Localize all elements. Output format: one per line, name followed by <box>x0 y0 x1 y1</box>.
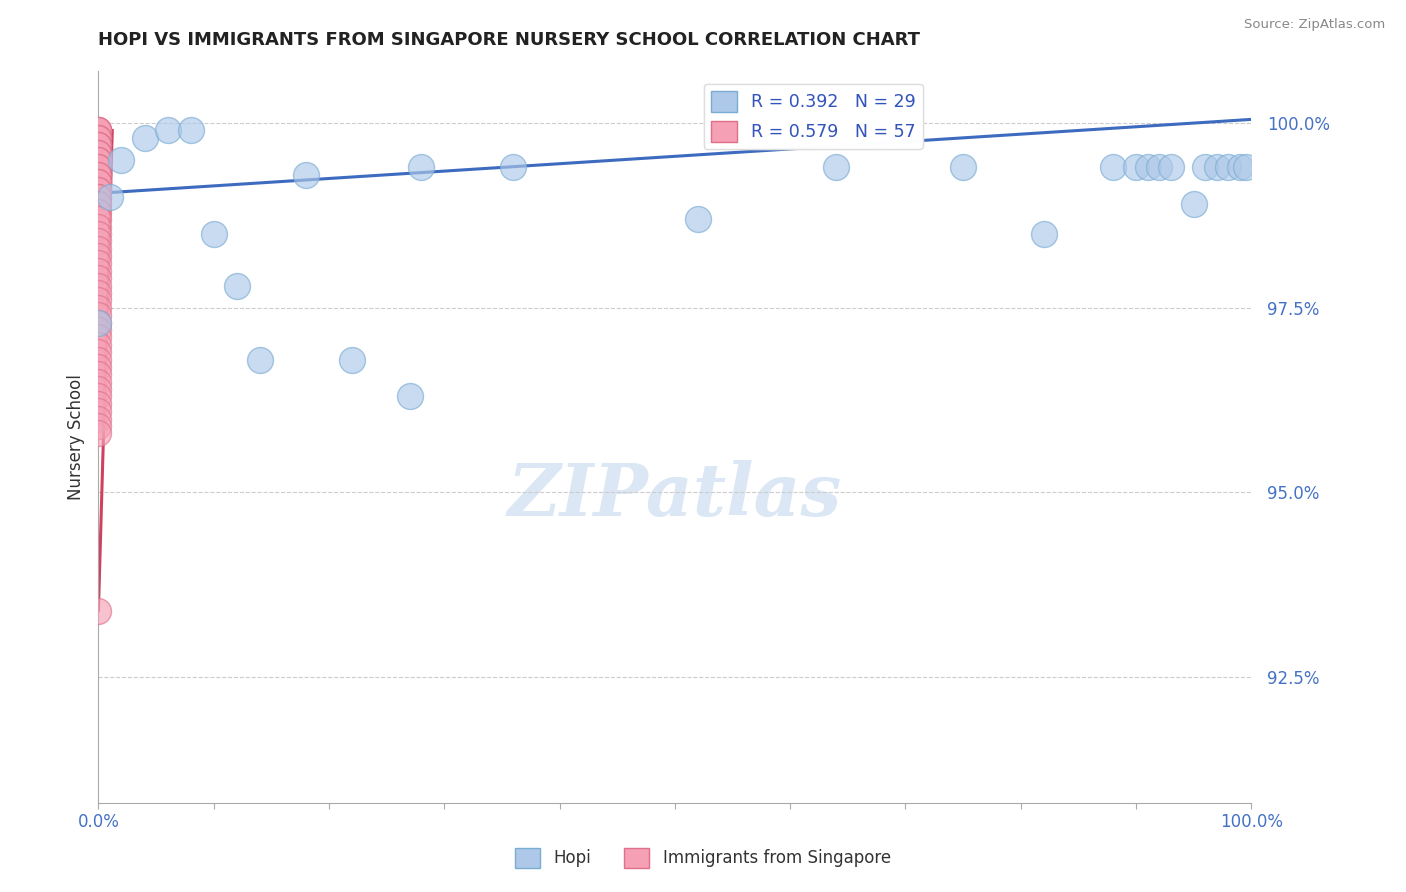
Point <box>87 197 110 211</box>
Point <box>1229 161 1251 175</box>
Point <box>87 168 110 182</box>
Point <box>87 145 110 160</box>
Text: Source: ZipAtlas.com: Source: ZipAtlas.com <box>1244 18 1385 31</box>
Point <box>87 389 110 403</box>
Point <box>134 131 156 145</box>
Point <box>87 190 110 204</box>
Point <box>87 168 110 182</box>
Point <box>686 212 709 227</box>
Point <box>87 285 110 300</box>
Point <box>1218 161 1240 175</box>
Point <box>87 212 110 227</box>
Point <box>87 293 110 308</box>
Legend: Hopi, Immigrants from Singapore: Hopi, Immigrants from Singapore <box>509 841 897 875</box>
Point <box>87 337 110 351</box>
Point <box>180 123 202 137</box>
Point <box>87 145 110 160</box>
Point <box>1182 197 1205 211</box>
Point <box>952 161 974 175</box>
Point <box>87 278 110 293</box>
Point <box>87 301 110 315</box>
Point <box>1234 161 1257 175</box>
Legend: R = 0.392   N = 29, R = 0.579   N = 57: R = 0.392 N = 29, R = 0.579 N = 57 <box>704 84 922 149</box>
Point <box>87 131 110 145</box>
Point <box>87 235 110 249</box>
Point <box>87 123 110 137</box>
Text: ZIPatlas: ZIPatlas <box>508 460 842 531</box>
Point <box>87 138 110 153</box>
Point <box>87 204 110 219</box>
Point <box>87 242 110 256</box>
Point <box>87 190 110 204</box>
Point <box>87 368 110 382</box>
Point <box>87 426 110 441</box>
Point <box>1147 161 1170 175</box>
Point <box>87 227 110 241</box>
Point <box>87 419 110 434</box>
Point <box>87 411 110 425</box>
Point <box>87 138 110 153</box>
Point <box>249 352 271 367</box>
Point <box>1125 161 1147 175</box>
Point <box>87 308 110 322</box>
Point <box>87 175 110 189</box>
Point <box>87 123 110 137</box>
Point <box>398 389 420 403</box>
Point <box>87 161 110 175</box>
Point <box>87 161 110 175</box>
Point <box>87 219 110 234</box>
Point <box>87 131 110 145</box>
Point <box>87 397 110 411</box>
Point <box>87 323 110 337</box>
Point <box>87 604 110 618</box>
Point <box>825 161 848 175</box>
Point <box>1205 161 1227 175</box>
Point <box>87 249 110 263</box>
Point <box>87 138 110 153</box>
Text: HOPI VS IMMIGRANTS FROM SINGAPORE NURSERY SCHOOL CORRELATION CHART: HOPI VS IMMIGRANTS FROM SINGAPORE NURSER… <box>98 31 921 49</box>
Point <box>87 316 110 330</box>
Point <box>87 123 110 137</box>
Point <box>87 382 110 396</box>
Point <box>87 330 110 344</box>
Point <box>1136 161 1159 175</box>
Point <box>1102 161 1125 175</box>
Point <box>87 375 110 389</box>
Point <box>1032 227 1054 241</box>
Point <box>502 161 524 175</box>
Point <box>87 153 110 167</box>
Point <box>87 183 110 197</box>
Point <box>202 227 225 241</box>
Point <box>87 271 110 285</box>
Point <box>156 123 179 137</box>
Point <box>87 352 110 367</box>
Point <box>87 264 110 278</box>
Point <box>87 183 110 197</box>
Point <box>1160 161 1182 175</box>
Point <box>411 161 433 175</box>
Y-axis label: Nursery School: Nursery School <box>66 374 84 500</box>
Point <box>87 359 110 374</box>
Point <box>87 345 110 359</box>
Point <box>295 168 318 182</box>
Point <box>87 316 110 330</box>
Point <box>87 175 110 189</box>
Point <box>98 190 121 204</box>
Point <box>87 131 110 145</box>
Point <box>110 153 132 167</box>
Point <box>225 278 247 293</box>
Point <box>87 153 110 167</box>
Point <box>1194 161 1216 175</box>
Point <box>87 404 110 418</box>
Point <box>340 352 363 367</box>
Point <box>87 123 110 137</box>
Point <box>87 256 110 270</box>
